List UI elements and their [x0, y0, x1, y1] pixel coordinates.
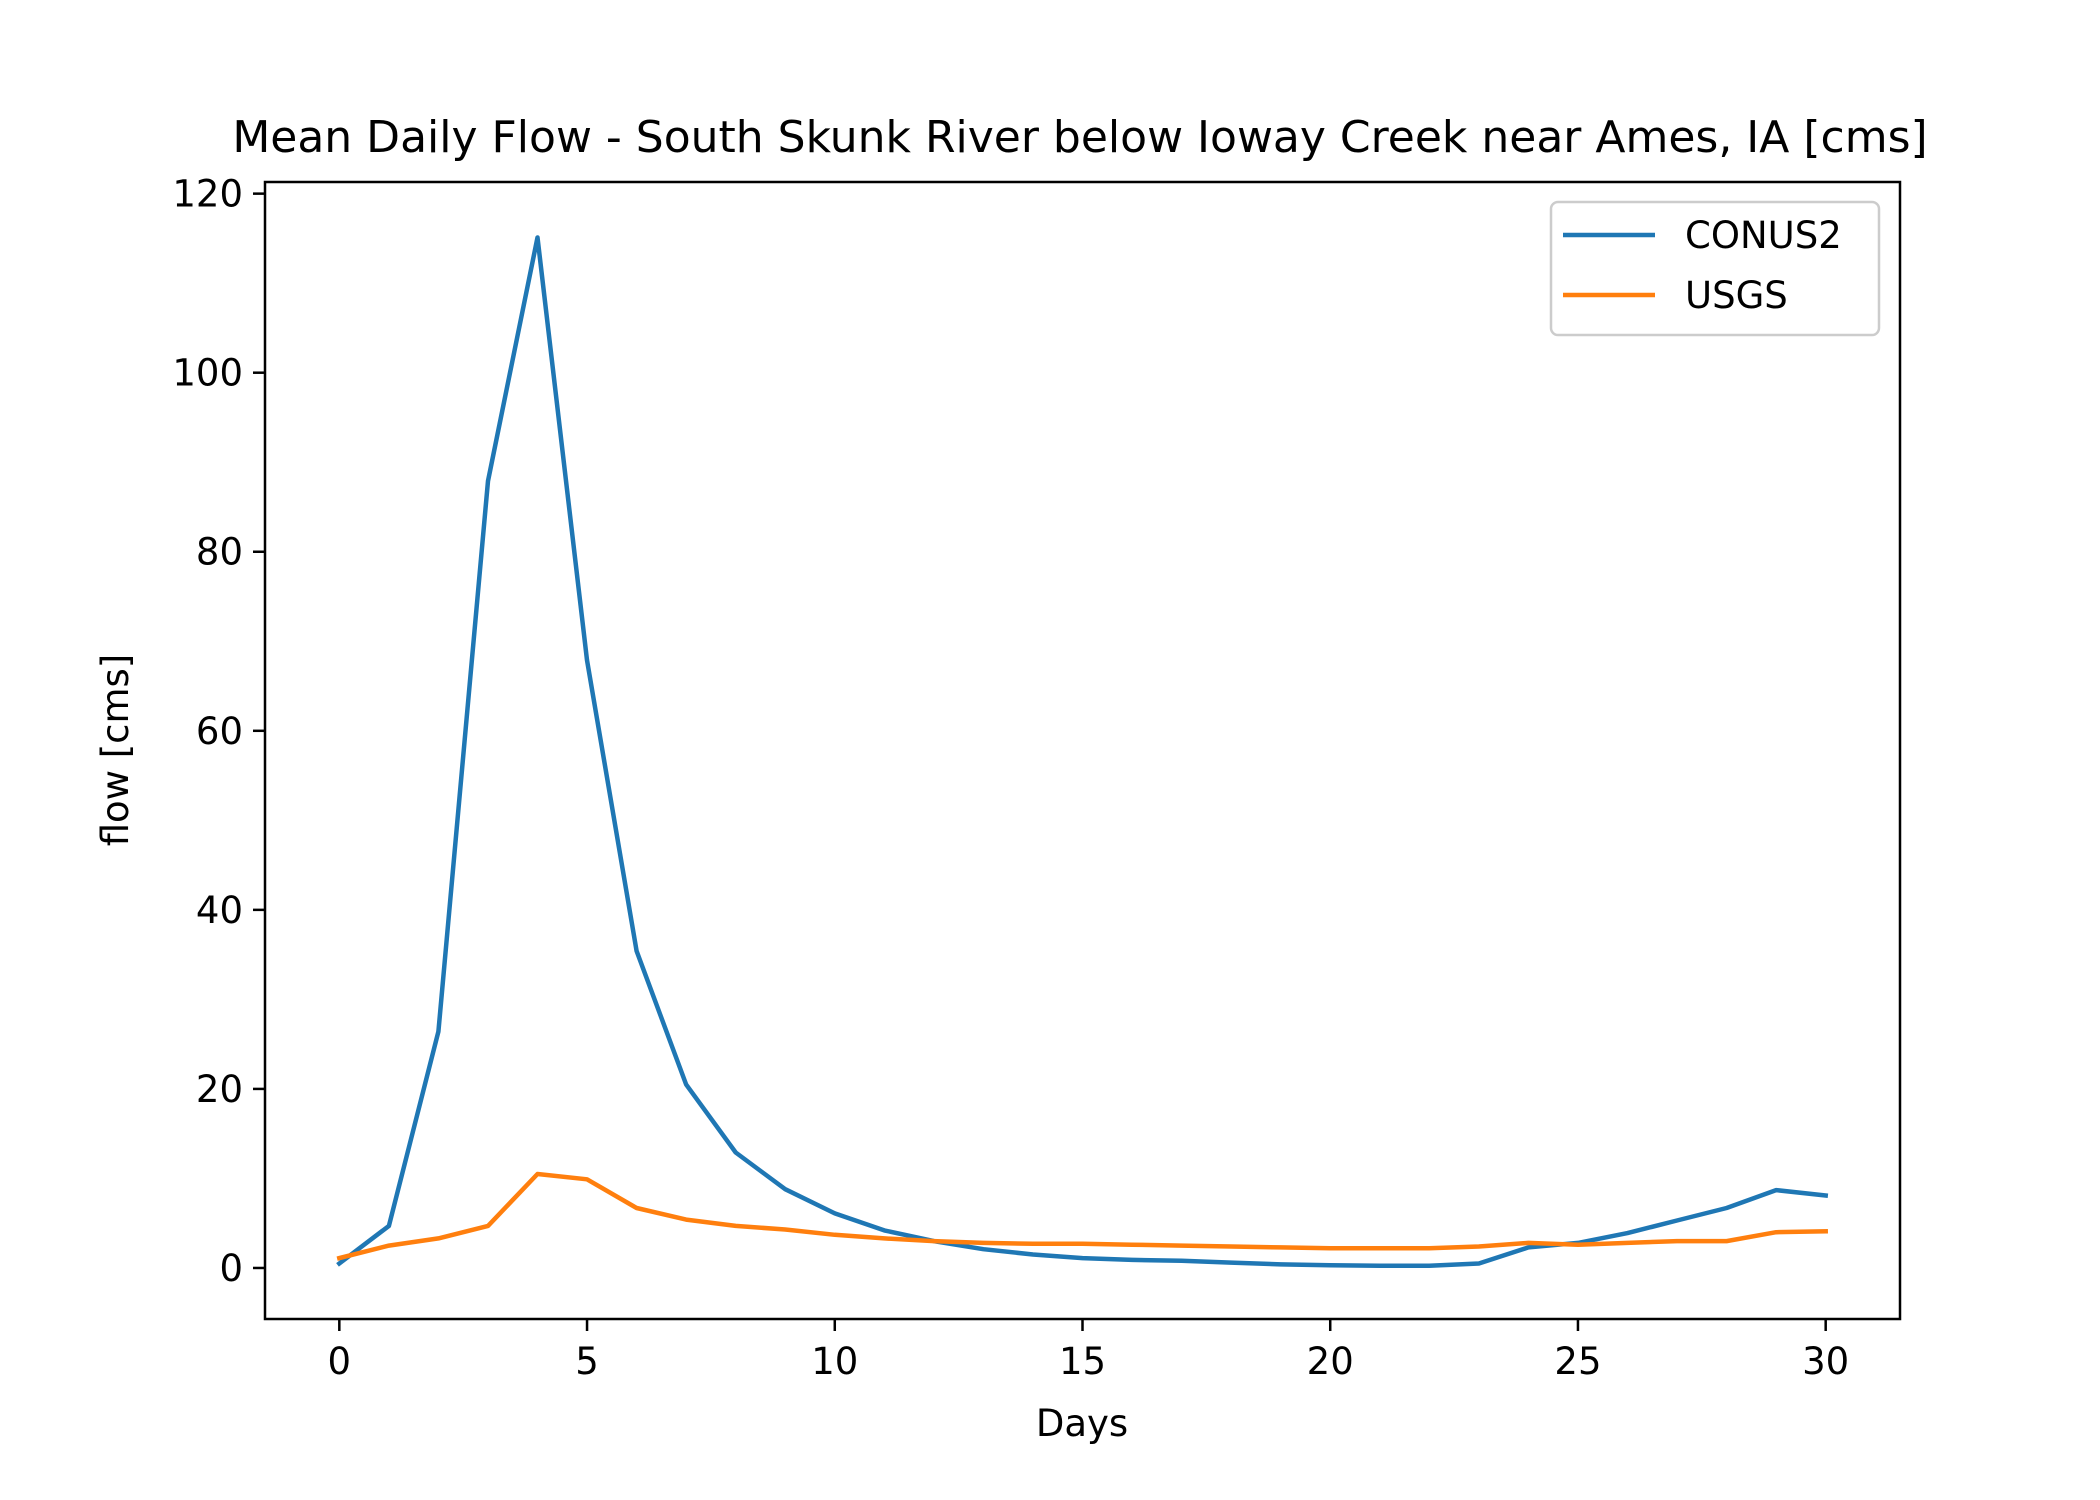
- y-tick-label: 0: [219, 1247, 243, 1290]
- x-tick-label: 0: [328, 1340, 352, 1383]
- x-tick-label: 20: [1307, 1340, 1354, 1383]
- y-tick-label: 60: [196, 710, 243, 753]
- x-axis-ticks: 0 5 10 15 20 25 30: [328, 1319, 1849, 1383]
- y-tick-label: 80: [196, 531, 243, 574]
- legend: CONUS2 USGS: [1549, 200, 1881, 337]
- series-line-usgs: [336, 1171, 1828, 1261]
- y-tick-label: 120: [172, 173, 243, 216]
- y-axis-ticks: 0 20 40 60 80 100 120: [172, 173, 265, 1290]
- legend-label-usgs: USGS: [1685, 274, 1788, 317]
- x-axis-label: Days: [1036, 1402, 1128, 1445]
- plot-area: [265, 182, 1900, 1319]
- y-tick-label: 20: [196, 1068, 243, 1111]
- x-tick-label: 15: [1059, 1340, 1106, 1383]
- y-axis-label: flow [cms]: [94, 654, 137, 847]
- legend-label-conus2: CONUS2: [1685, 214, 1842, 257]
- x-tick-label: 30: [1802, 1340, 1849, 1383]
- x-tick-label: 5: [575, 1340, 599, 1383]
- plot-frame: [263, 180, 1902, 1321]
- y-tick-label: 100: [172, 352, 243, 395]
- y-tick-label: 40: [196, 889, 243, 932]
- x-tick-label: 25: [1554, 1340, 1601, 1383]
- series-layer: [336, 235, 1829, 1268]
- chart-title: Mean Daily Flow - South Skunk River belo…: [232, 112, 1927, 163]
- x-tick-label: 10: [811, 1340, 858, 1383]
